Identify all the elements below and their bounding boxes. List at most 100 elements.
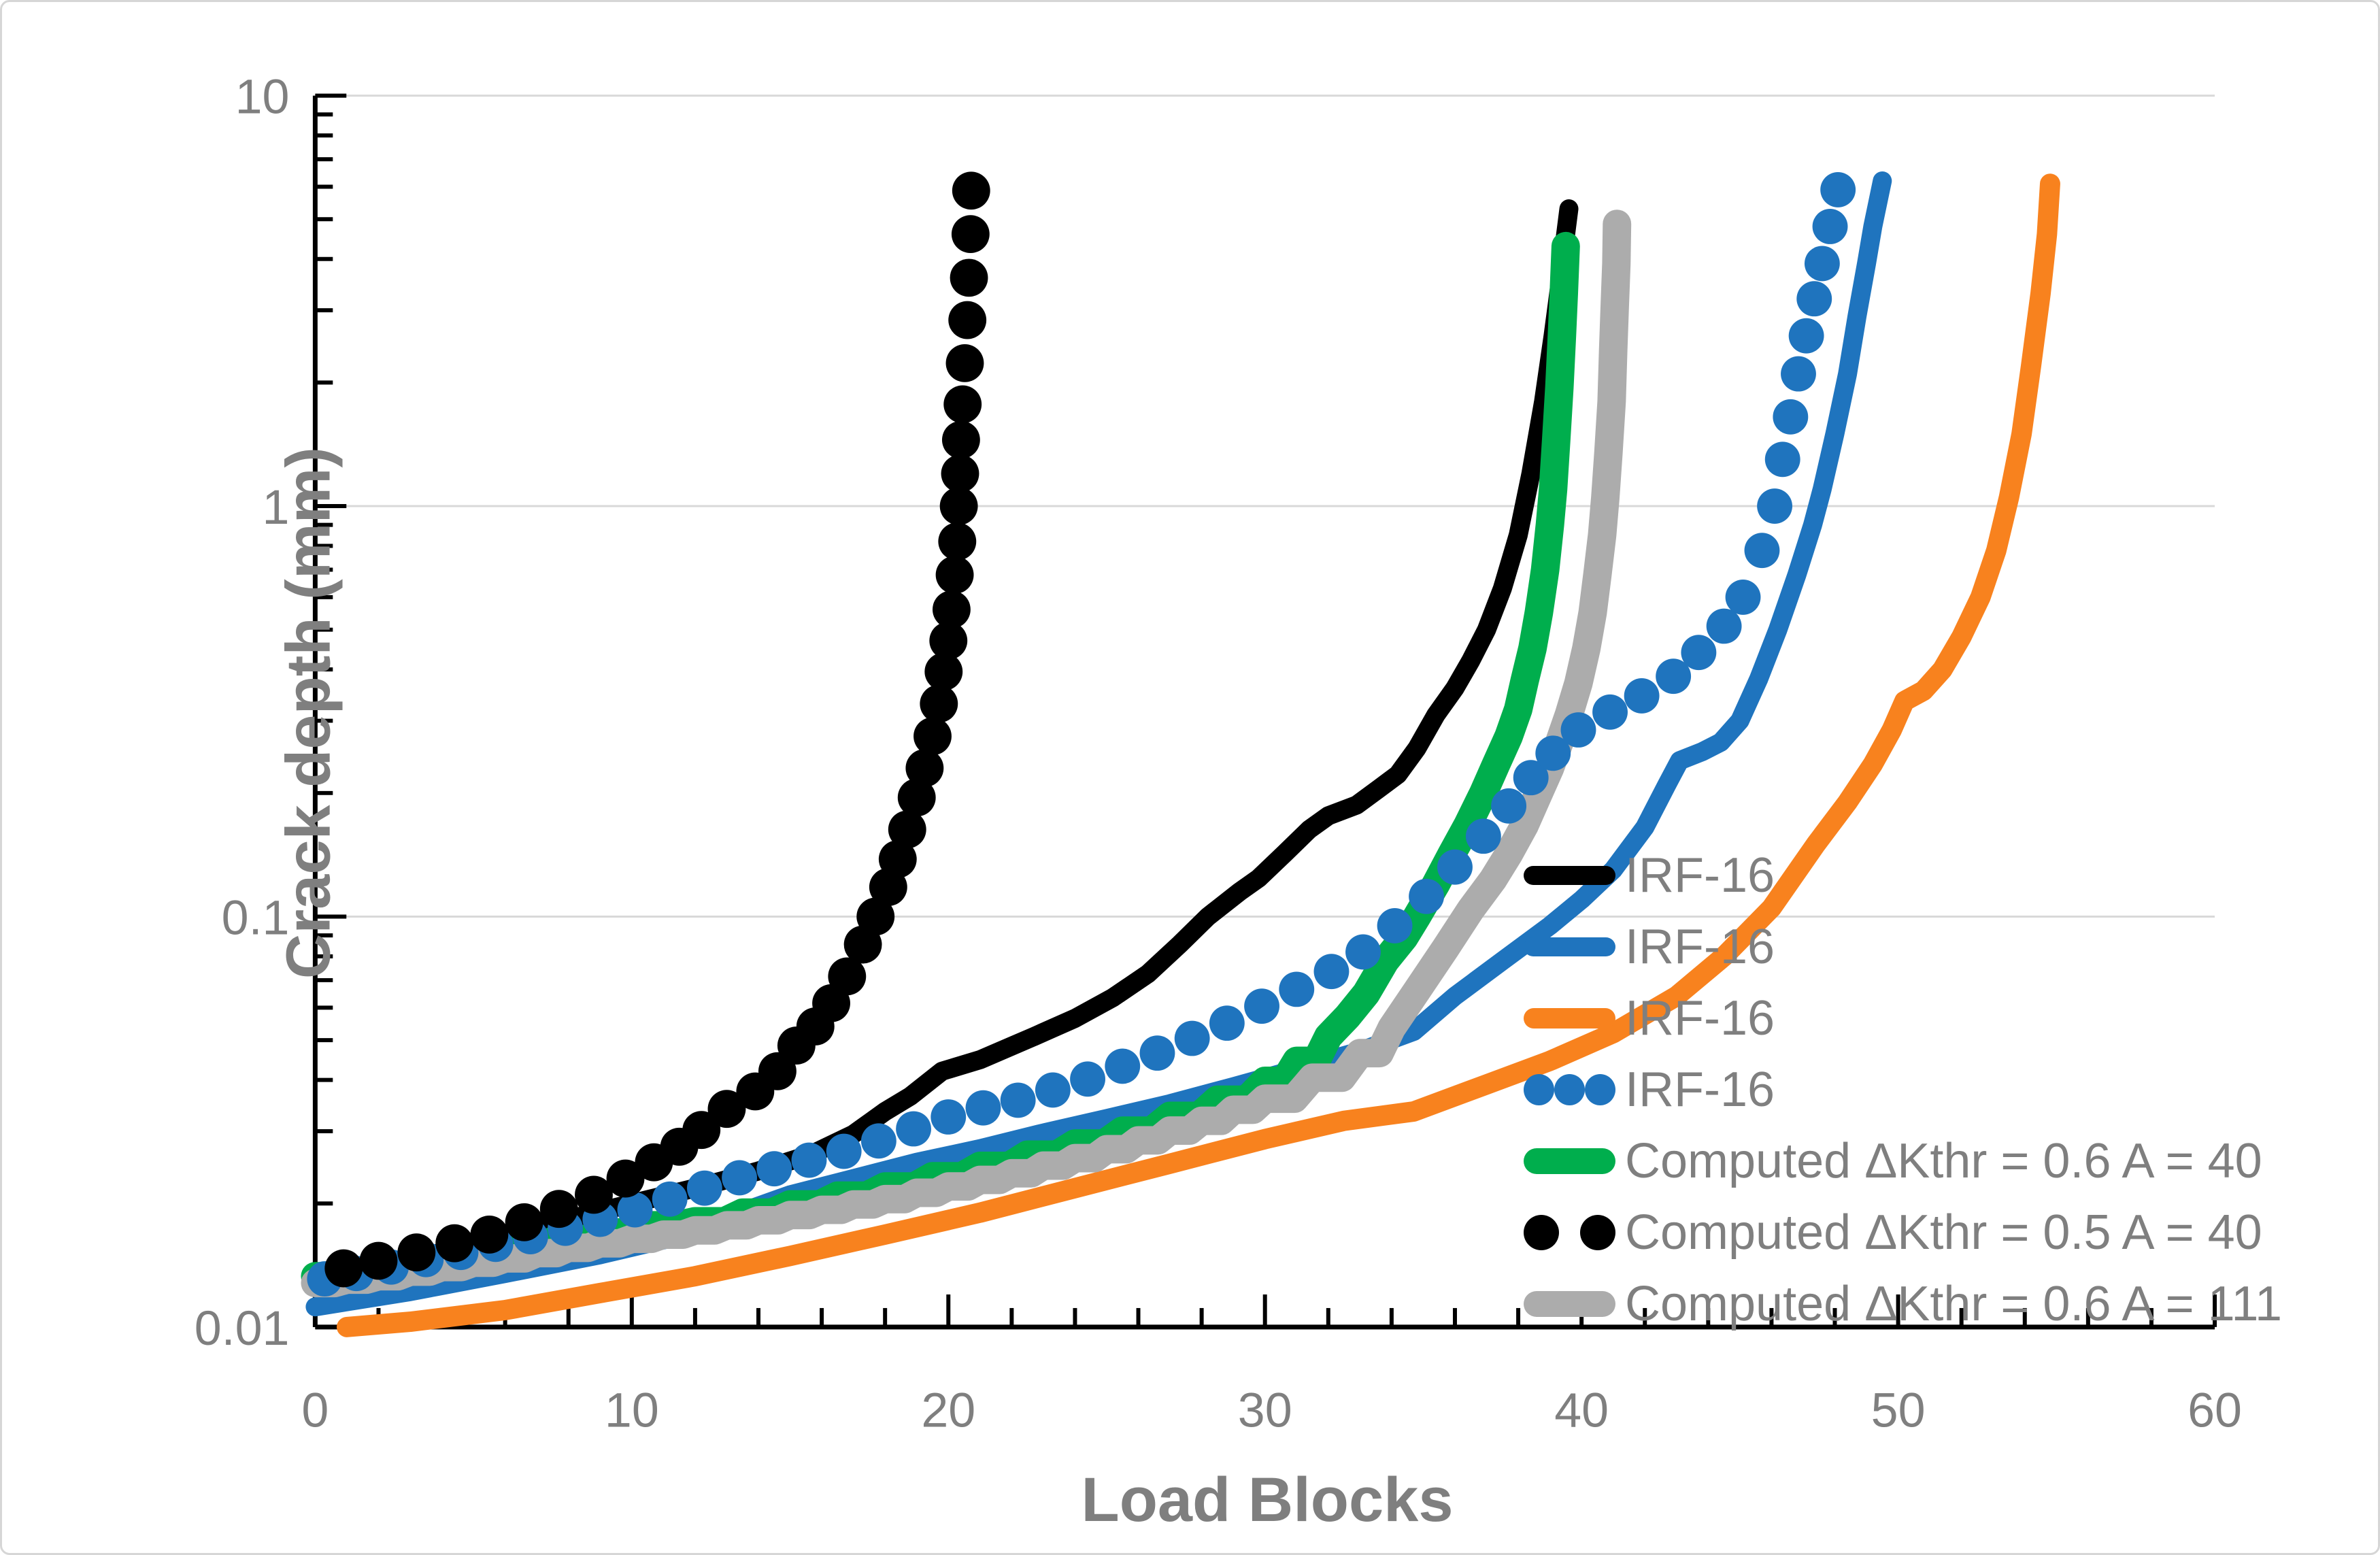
series-dot-3 — [1465, 818, 1501, 854]
series-dot-3 — [652, 1181, 688, 1217]
series-dot-5 — [856, 897, 895, 936]
series-dot-3 — [686, 1170, 722, 1206]
legend-label: Computed ΔKthr = 0.5 A = 40 — [1625, 1205, 2262, 1260]
series-dot-5 — [941, 454, 979, 493]
series-dot-5 — [539, 1190, 578, 1228]
legend: IRF-16 IRF-16 IRF-16 IRF-16 Computed ΔKthr =… — [1524, 839, 2282, 1339]
legend-line — [1524, 1148, 1615, 1174]
series-dot-3 — [1377, 907, 1413, 943]
series-dot-5 — [682, 1111, 721, 1150]
series-dot-3 — [1244, 988, 1279, 1024]
series-dot-3 — [1788, 318, 1824, 354]
series-dot-5 — [505, 1203, 543, 1241]
series-dot-5 — [945, 344, 984, 382]
legend-item: IRF-16 — [1524, 982, 2282, 1054]
series-dot-3 — [1804, 246, 1840, 282]
series-dot-3 — [1624, 678, 1660, 714]
series-dot-3 — [1437, 849, 1473, 885]
y-tick-label: 1 — [263, 480, 290, 535]
series-dot-5 — [606, 1159, 645, 1198]
x-tick-label: 10 — [605, 1383, 659, 1437]
series-dot-5 — [938, 522, 977, 561]
legend-dotted-swatch — [1524, 1073, 1615, 1105]
y-tick-label: 0.01 — [195, 1301, 290, 1356]
series-dot-3 — [722, 1160, 758, 1196]
series-dot-5 — [888, 810, 926, 849]
series-dot-5 — [929, 621, 968, 660]
x-axis-title: Load Blocks — [1081, 1465, 1454, 1535]
series-dot-3 — [965, 1090, 1001, 1126]
series-dot-5 — [575, 1175, 613, 1214]
legend-line-swatch — [1524, 937, 1615, 956]
series-dot-5 — [943, 385, 982, 424]
x-tick-label: 60 — [2188, 1383, 2242, 1437]
legend-line-swatch — [1524, 865, 1615, 885]
legend-line — [1524, 937, 1615, 956]
series-dot-3 — [1725, 579, 1761, 615]
legend-label: IRF-16 — [1625, 990, 1775, 1046]
x-tick-label: 50 — [1871, 1383, 1926, 1437]
legend-item: IRF-16 — [1524, 839, 2282, 911]
legend-dotted-swatch — [1524, 1214, 1615, 1250]
y-tick-label: 0.1 — [222, 890, 290, 945]
legend-item: Computed ΔKthr = 0.5 A = 40 — [1524, 1197, 2282, 1268]
series-dot-3 — [791, 1142, 827, 1178]
series-dot-3 — [1000, 1082, 1036, 1118]
series-dot-5 — [397, 1233, 436, 1272]
series-dot-3 — [860, 1123, 896, 1159]
x-tick-label: 40 — [1554, 1383, 1609, 1437]
series-dot-5 — [914, 717, 952, 756]
series-dot-5 — [941, 420, 980, 459]
series-dot-3 — [1820, 171, 1856, 207]
series-dot-3 — [1656, 658, 1692, 695]
series-dot-5 — [324, 1249, 363, 1288]
series-dot-3 — [617, 1192, 653, 1228]
series-dot-3 — [1773, 399, 1809, 435]
series-dot-3 — [1409, 878, 1445, 914]
legend-label: IRF-16 — [1625, 848, 1775, 903]
series-dot-3 — [1681, 635, 1717, 671]
series-dot-3 — [1139, 1035, 1175, 1071]
legend-line-swatch — [1524, 1290, 1615, 1317]
series-dot-5 — [897, 778, 936, 817]
series-dot-3 — [1706, 608, 1742, 644]
series-dot-3 — [1513, 760, 1549, 796]
series-dot-5 — [470, 1215, 509, 1254]
legend-label: IRF-16 — [1625, 1062, 1775, 1117]
legend-dot — [1524, 1214, 1559, 1250]
series-dot-5 — [950, 258, 988, 297]
legend-item: IRF-16 — [1524, 911, 2282, 982]
series-dot-3 — [896, 1111, 932, 1147]
series-dot-3 — [826, 1133, 862, 1169]
legend-line — [1524, 1290, 1615, 1317]
legend-label: IRF-16 — [1625, 919, 1775, 974]
series-dot-3 — [1313, 954, 1350, 990]
series-dot-5 — [951, 215, 990, 254]
legend-label: Computed ΔKthr = 0.6 A = 111 — [1625, 1276, 2283, 1331]
series-dot-3 — [1174, 1020, 1210, 1056]
legend-dot — [1524, 1073, 1554, 1105]
series-dot-3 — [1796, 281, 1832, 317]
series-dot-5 — [920, 684, 958, 723]
legend-item: Computed ΔKthr = 0.6 A = 111 — [1524, 1268, 2282, 1339]
x-tick-label: 0 — [301, 1383, 329, 1437]
legend-dot — [1554, 1073, 1585, 1105]
series-dot-3 — [1744, 533, 1780, 569]
series-dot-3 — [1560, 712, 1596, 748]
series-line-1 — [305, 171, 1892, 1317]
x-tick-label: 30 — [1238, 1383, 1292, 1437]
series-dot-3 — [1535, 735, 1571, 771]
series-line-2 — [337, 173, 2060, 1337]
legend-item: Computed ΔKthr = 0.6 A = 40 — [1524, 1125, 2282, 1197]
series-dot-5 — [435, 1224, 474, 1263]
legend-dot — [1580, 1214, 1615, 1250]
series-dot-5 — [948, 301, 987, 339]
legend-label: Computed ΔKthr = 0.6 A = 40 — [1625, 1133, 2262, 1188]
series-dot-3 — [756, 1151, 792, 1187]
series-dot-5 — [939, 487, 978, 525]
series-dot-3 — [1035, 1072, 1071, 1108]
x-tick-label: 20 — [921, 1383, 975, 1437]
legend-line — [1524, 1007, 1615, 1029]
